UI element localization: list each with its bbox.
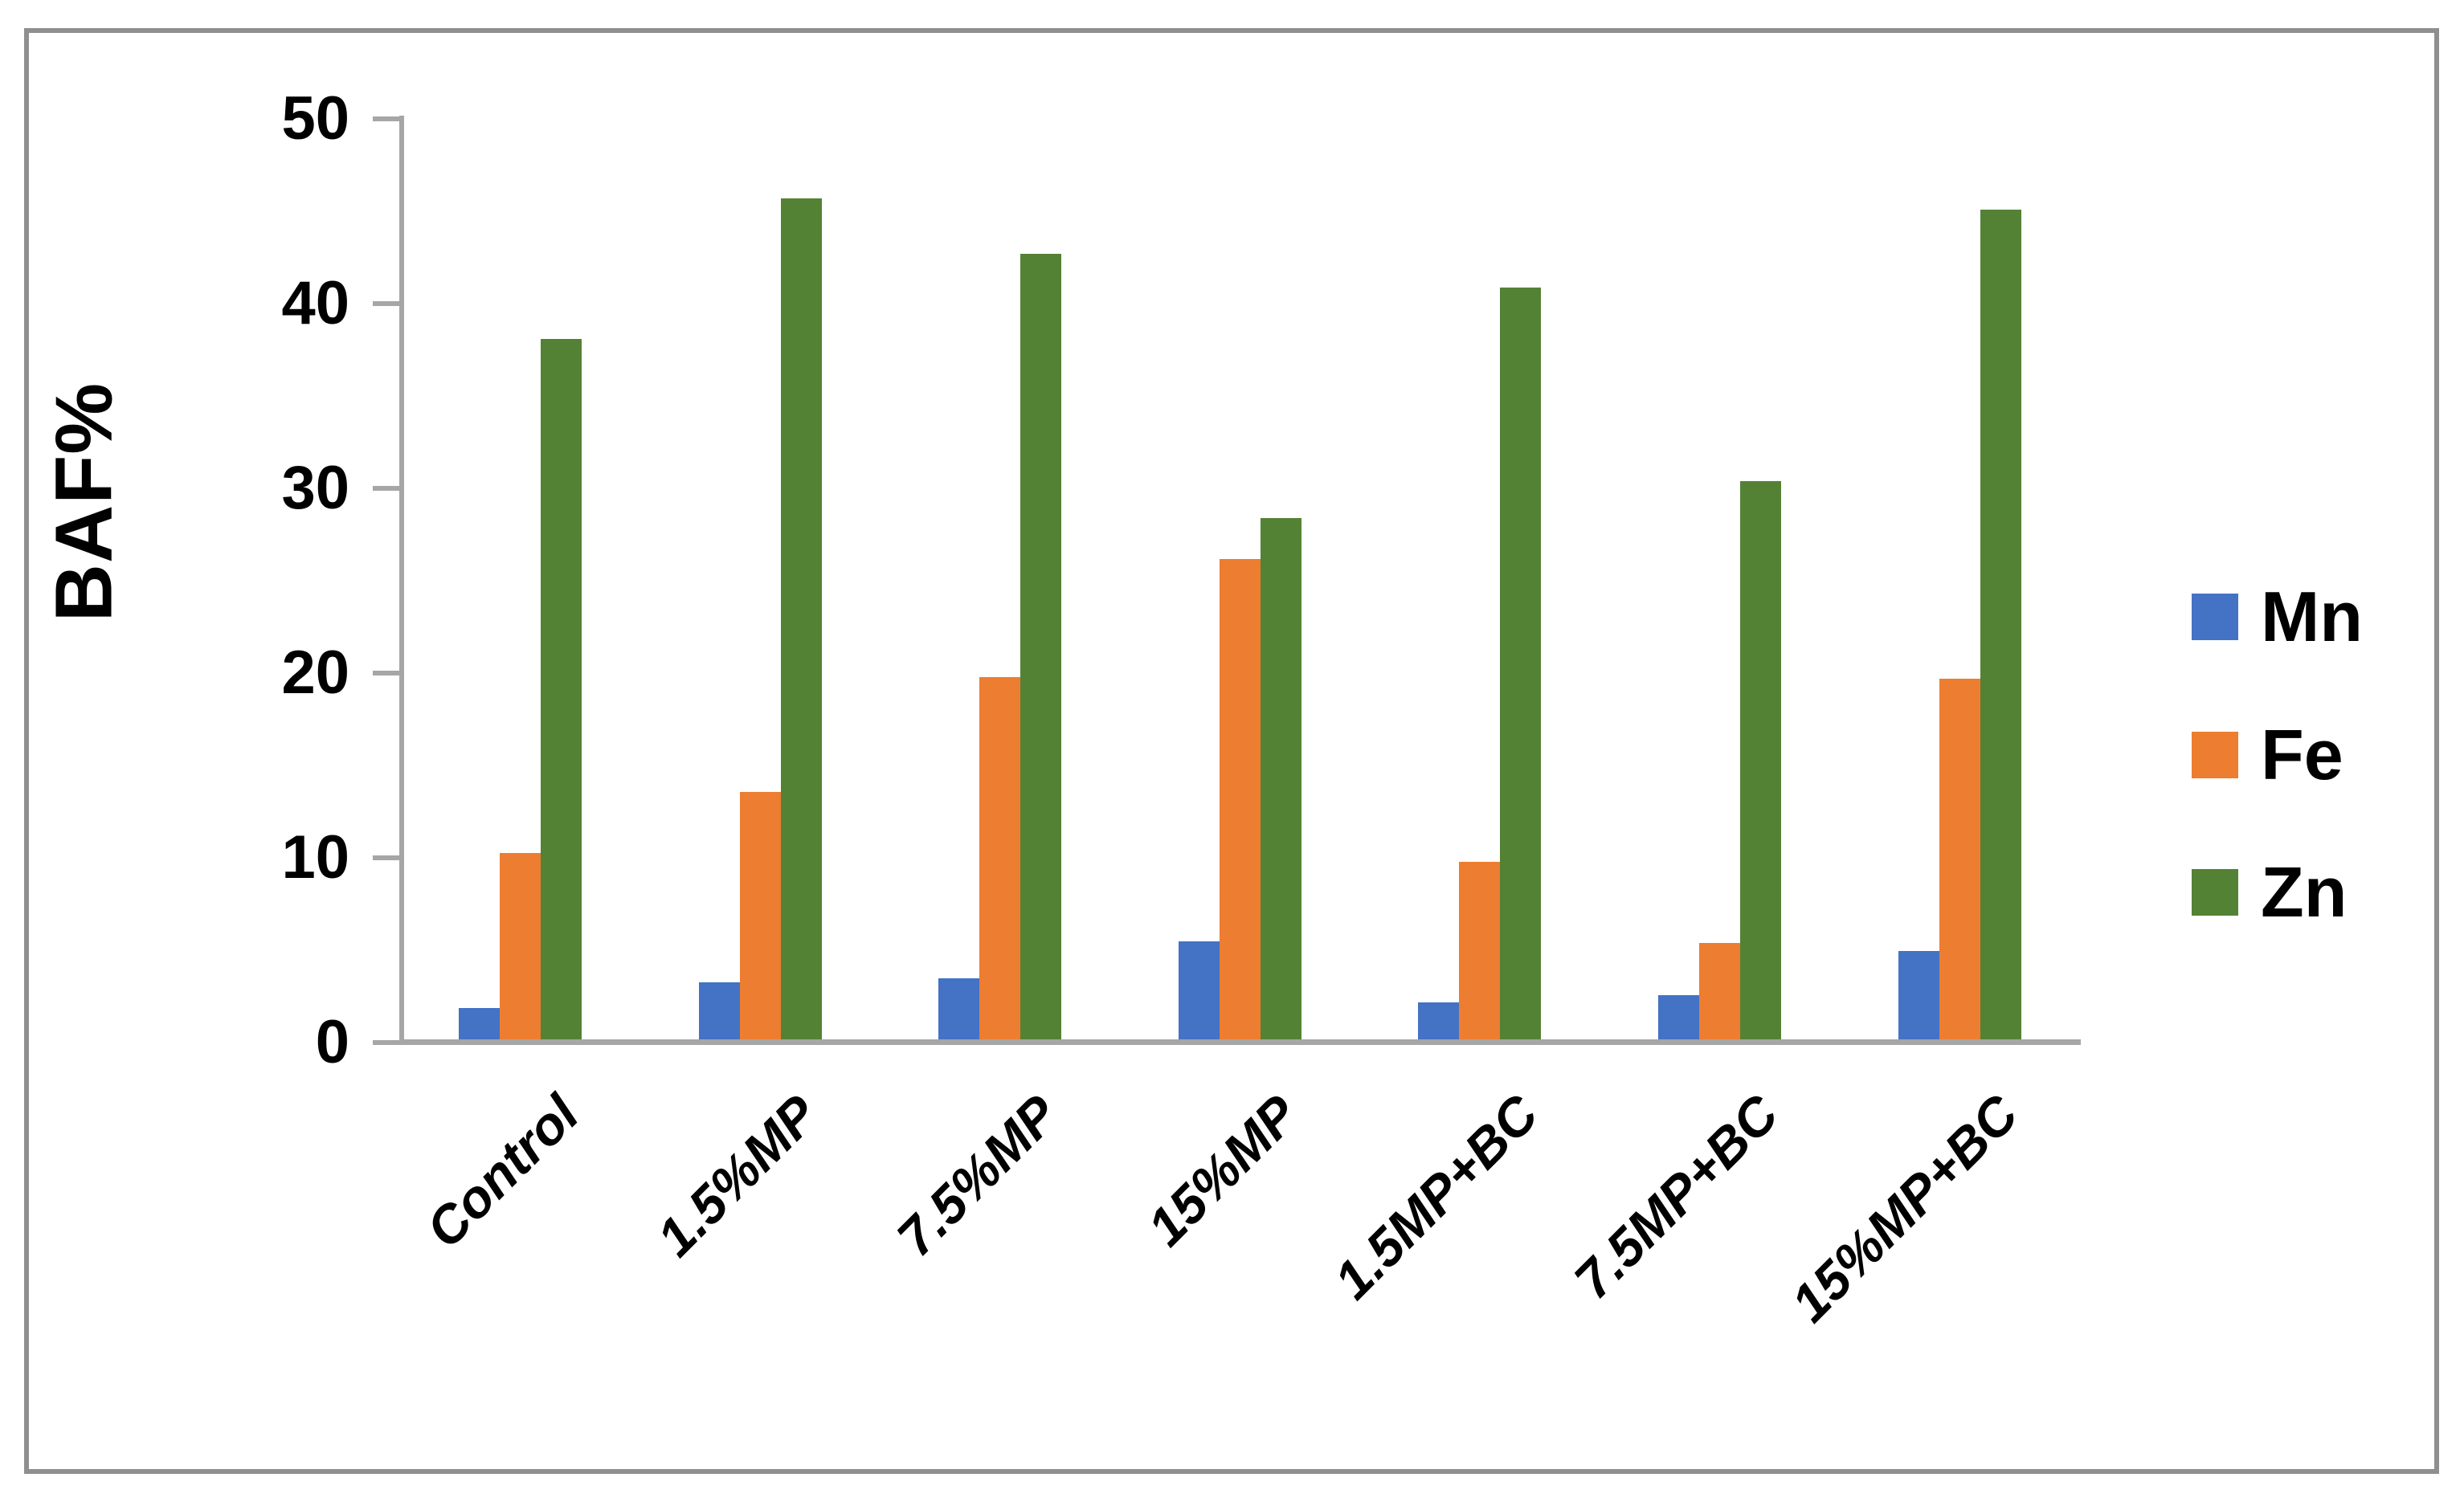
bar-mn-5 [1658, 995, 1699, 1039]
y-tick-mark [373, 300, 399, 306]
bar-fe-3 [1220, 559, 1261, 1039]
bar-mn-0 [459, 1008, 500, 1039]
y-tick-label: 50 [281, 84, 349, 153]
y-tick-mark [373, 1039, 399, 1045]
bar-mn-6 [1898, 951, 1939, 1039]
bar-zn-0 [541, 339, 582, 1039]
y-tick-mark [373, 855, 399, 860]
y-axis-line [399, 116, 404, 1045]
legend-swatch-zn [2192, 869, 2238, 916]
bar-fe-0 [500, 853, 541, 1039]
bar-zn-4 [1500, 288, 1541, 1039]
y-tick-label: 0 [315, 1007, 349, 1076]
x-axis-line [399, 1039, 2081, 1045]
legend-item-zn: Zn [2192, 857, 2348, 928]
bar-zn-3 [1261, 518, 1301, 1039]
y-tick-label: 10 [281, 822, 349, 892]
y-axis-title: BAF% [39, 382, 129, 622]
bar-zn-6 [1980, 210, 2021, 1039]
bar-fe-6 [1939, 679, 1980, 1039]
bar-mn-2 [938, 978, 979, 1039]
y-tick-mark [373, 116, 399, 121]
bar-fe-2 [979, 677, 1020, 1039]
bar-mn-4 [1418, 1002, 1459, 1039]
legend-label-fe: Fe [2261, 714, 2343, 794]
y-tick-label: 20 [281, 638, 349, 707]
bar-zn-5 [1740, 481, 1781, 1039]
bar-zn-2 [1020, 254, 1061, 1039]
legend-swatch-mn [2192, 594, 2238, 640]
legend-swatch-fe [2192, 731, 2238, 778]
y-tick-mark [373, 670, 399, 675]
bar-zn-1 [781, 198, 822, 1039]
legend-item-mn: Mn [2192, 582, 2363, 652]
y-tick-mark [373, 485, 399, 491]
y-tick-label: 30 [281, 453, 349, 522]
bar-mn-3 [1179, 941, 1220, 1039]
legend-label-mn: Mn [2261, 577, 2364, 656]
y-tick-label: 40 [281, 268, 349, 337]
bar-fe-1 [740, 792, 781, 1039]
legend-item-fe: Fe [2192, 719, 2343, 790]
legend-label-zn: Zn [2261, 852, 2348, 932]
bar-mn-1 [699, 982, 740, 1039]
bar-fe-5 [1699, 943, 1740, 1039]
bar-fe-4 [1459, 862, 1500, 1039]
